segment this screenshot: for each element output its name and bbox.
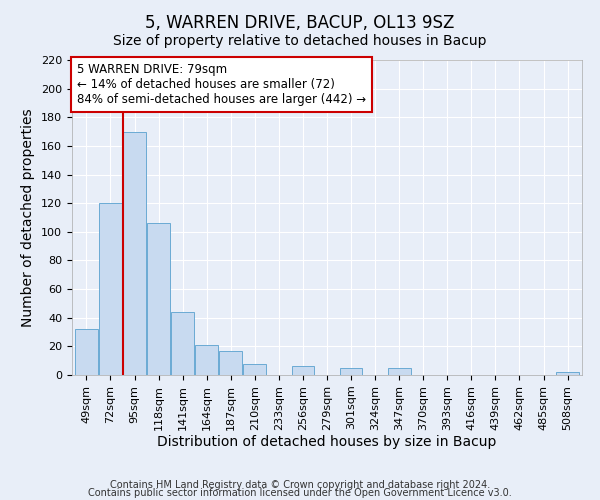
- Bar: [75, 329, 98, 375]
- Bar: [147, 223, 170, 375]
- Bar: [195, 345, 218, 375]
- Text: 5 WARREN DRIVE: 79sqm
← 14% of detached houses are smaller (72)
84% of semi-deta: 5 WARREN DRIVE: 79sqm ← 14% of detached …: [77, 63, 366, 106]
- Bar: [292, 366, 314, 375]
- Bar: [340, 368, 362, 375]
- Bar: [99, 203, 122, 375]
- Text: 5, WARREN DRIVE, BACUP, OL13 9SZ: 5, WARREN DRIVE, BACUP, OL13 9SZ: [145, 14, 455, 32]
- Text: Contains public sector information licensed under the Open Government Licence v3: Contains public sector information licen…: [88, 488, 512, 498]
- Text: Size of property relative to detached houses in Bacup: Size of property relative to detached ho…: [113, 34, 487, 48]
- Text: Contains HM Land Registry data © Crown copyright and database right 2024.: Contains HM Land Registry data © Crown c…: [110, 480, 490, 490]
- Bar: [123, 132, 146, 375]
- Bar: [171, 312, 194, 375]
- Bar: [244, 364, 266, 375]
- Y-axis label: Number of detached properties: Number of detached properties: [22, 108, 35, 327]
- Bar: [556, 372, 579, 375]
- X-axis label: Distribution of detached houses by size in Bacup: Distribution of detached houses by size …: [157, 436, 497, 450]
- Bar: [220, 350, 242, 375]
- Bar: [388, 368, 410, 375]
